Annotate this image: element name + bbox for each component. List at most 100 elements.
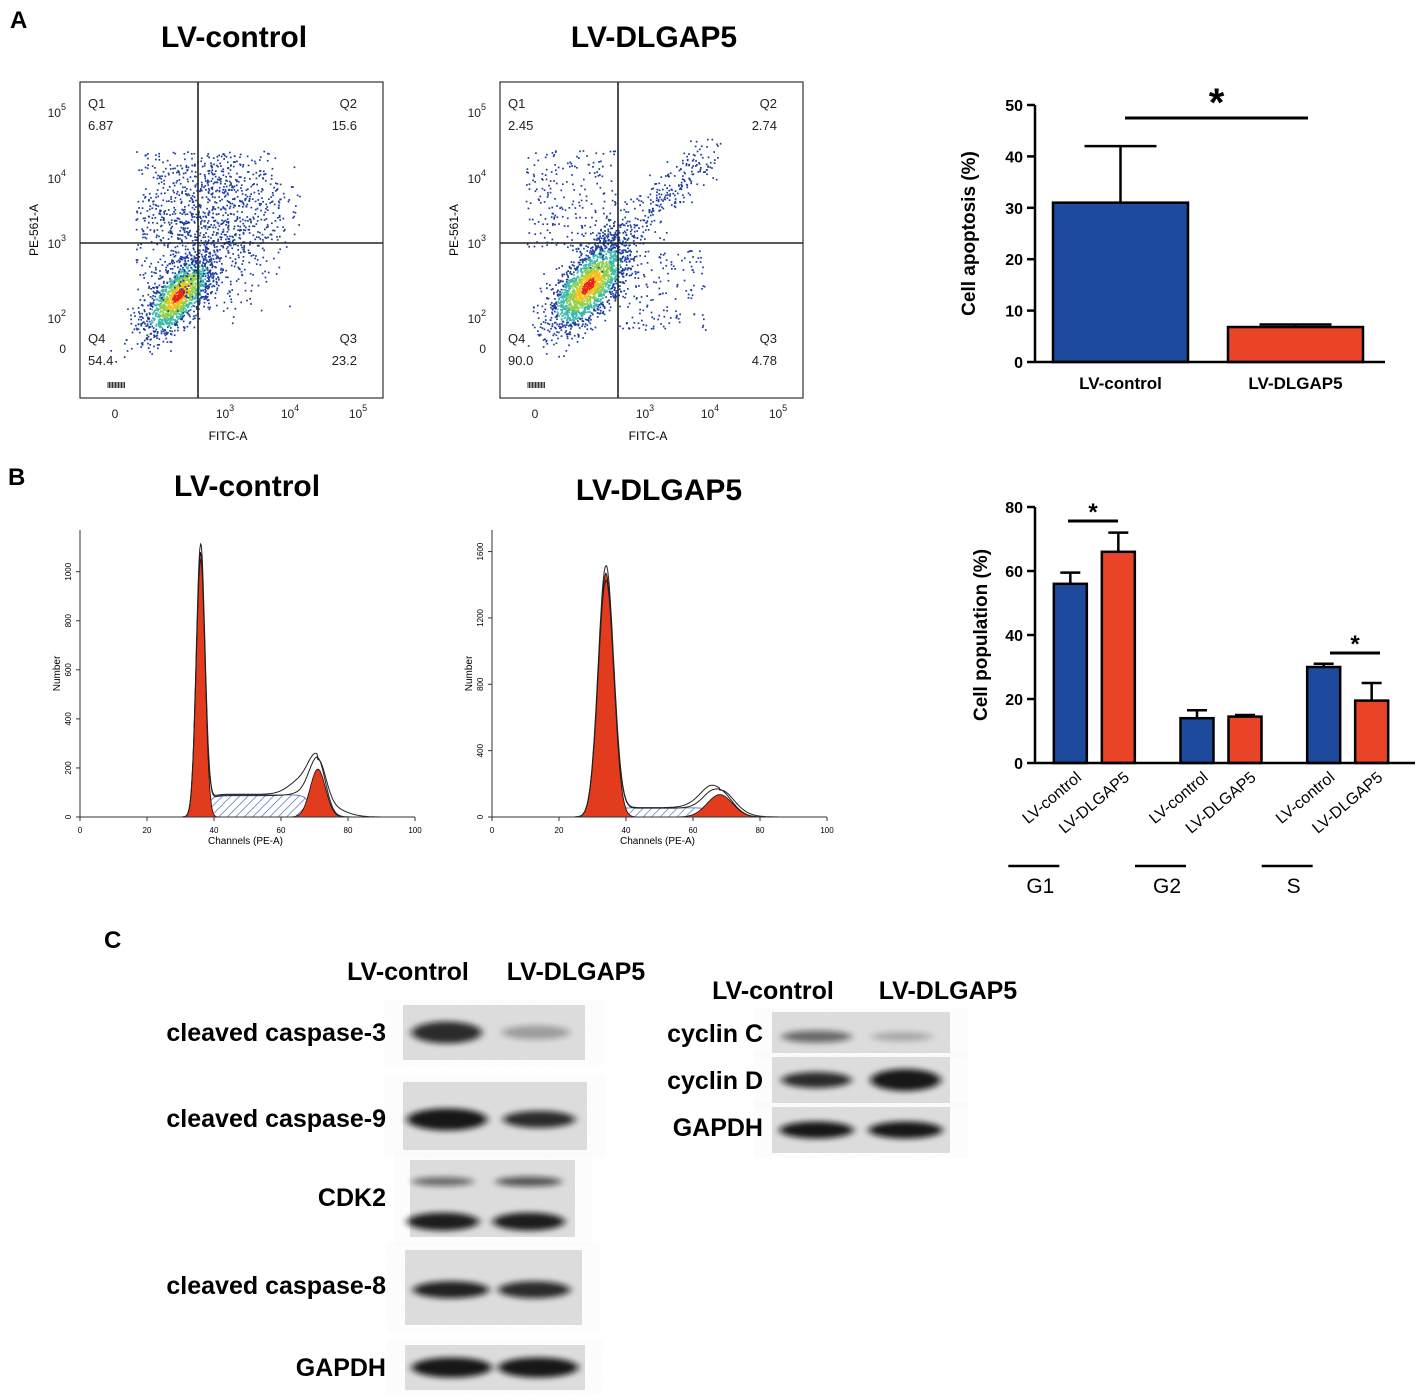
scatter-dot: [187, 257, 190, 259]
scatter-dot: [596, 255, 599, 258]
scatter-dot: [158, 296, 161, 299]
scatter-dot: [272, 229, 274, 232]
scatter-dot: [578, 277, 581, 279]
scatter-dot: [214, 292, 217, 295]
scatter-dot: [202, 281, 205, 283]
scatter-dot: [582, 303, 585, 306]
scatter-dot: [208, 271, 211, 274]
scatter-dot: [575, 269, 577, 271]
scatter-dot: [686, 183, 688, 186]
scatter-dot: [177, 306, 180, 308]
scatter-dot: [691, 166, 694, 169]
scatter-dot: [224, 188, 227, 191]
scatter-dot: [216, 261, 218, 264]
scatter-dot: [201, 165, 204, 168]
scatter-dot: [606, 215, 608, 218]
scatter-dot: [174, 300, 177, 303]
scatter-dot: [161, 286, 163, 288]
scatter-dot: [568, 317, 571, 319]
scatter-dot: [682, 201, 685, 203]
scatter-dot: [181, 302, 184, 304]
scatter-dot: [195, 175, 197, 178]
scatter-dot: [168, 186, 171, 188]
scatter-dot: [544, 319, 547, 321]
scatter-dot: [153, 310, 156, 313]
scatter-dot: [208, 252, 210, 254]
scatter-dot: [163, 221, 166, 224]
scatter-dot: [177, 233, 179, 236]
scatter-dot: [576, 291, 578, 294]
scatter-dot: [201, 185, 203, 188]
scatter-dot: [215, 202, 218, 204]
scatter-dot: [576, 288, 578, 290]
scatter-dot: [163, 314, 165, 317]
tick-label: 104: [48, 168, 66, 186]
scatter-dot: [587, 319, 590, 321]
scatter-dot: [196, 190, 198, 192]
scatter-dot: [583, 275, 585, 278]
scatter-dot: [215, 181, 218, 184]
scatter-dot: [640, 234, 643, 237]
scatter-dot: [581, 260, 584, 263]
scatter-dot: [208, 286, 210, 289]
scatter-dot: [226, 246, 229, 248]
scatter-dot: [233, 225, 236, 228]
scatter-dot: [189, 280, 192, 283]
scatter-dot: [152, 221, 154, 224]
scatter-dot: [586, 273, 588, 276]
scatter-dot: [203, 298, 206, 301]
scatter-dot: [623, 290, 626, 292]
scatter-dot: [579, 301, 581, 304]
scatter-dot: [278, 216, 281, 218]
scatter-dot: [199, 278, 202, 281]
scatter-dot: [191, 216, 194, 218]
scatter-dot: [172, 172, 174, 174]
scatter-dot: [601, 293, 604, 296]
scatter-dot: [238, 176, 241, 178]
scatter-dot: [619, 281, 621, 283]
scatter-dot: [279, 235, 281, 238]
scatter-dot: [142, 233, 145, 236]
scatter-dot: [160, 177, 163, 180]
scatter-dot: [591, 276, 593, 279]
scatter-dot: [156, 177, 159, 180]
scatter-dot: [596, 259, 599, 262]
scatter-dot: [171, 288, 174, 291]
scatter-dot: [609, 246, 612, 248]
scatter-dot: [560, 304, 563, 306]
scatter-dot: [574, 286, 577, 289]
scatter-dot: [220, 238, 222, 241]
scatter-dot: [180, 289, 183, 291]
scatter-dot: [635, 255, 638, 258]
scatter-dot: [580, 263, 583, 266]
scatter-dot: [566, 314, 569, 317]
scatter-dot: [186, 306, 189, 309]
scatter-dot: [256, 259, 259, 261]
scatter-dot: [234, 262, 237, 265]
scatter-dot: [187, 193, 190, 195]
scatter-dot: [623, 269, 626, 272]
scatter-dot: [653, 219, 656, 222]
scatter-dot: [536, 312, 539, 314]
scatter-dot: [582, 310, 585, 313]
scatter-dot: [188, 274, 191, 276]
scatter-dot: [625, 222, 628, 225]
scatter-dot: [589, 250, 592, 252]
quadrant-label: Q2: [340, 96, 357, 111]
scatter-dot: [600, 253, 602, 255]
scatter-dot: [193, 204, 195, 207]
scatter-dot: [605, 262, 608, 265]
scatter-dot: [552, 307, 555, 310]
scatter-dot: [162, 340, 165, 343]
scatter-dot: [239, 216, 241, 219]
scatter-dot: [574, 309, 577, 312]
scatter-dot: [207, 191, 210, 193]
scatter-dot: [176, 180, 179, 182]
scatter-dot: [176, 321, 179, 323]
scatter-dot: [216, 189, 219, 192]
scatter-dot: [233, 185, 236, 188]
scatter-dot: [589, 266, 592, 269]
scatter-dot: [191, 277, 194, 279]
scatter-dot: [209, 255, 211, 258]
scatter-dot: [171, 289, 173, 292]
